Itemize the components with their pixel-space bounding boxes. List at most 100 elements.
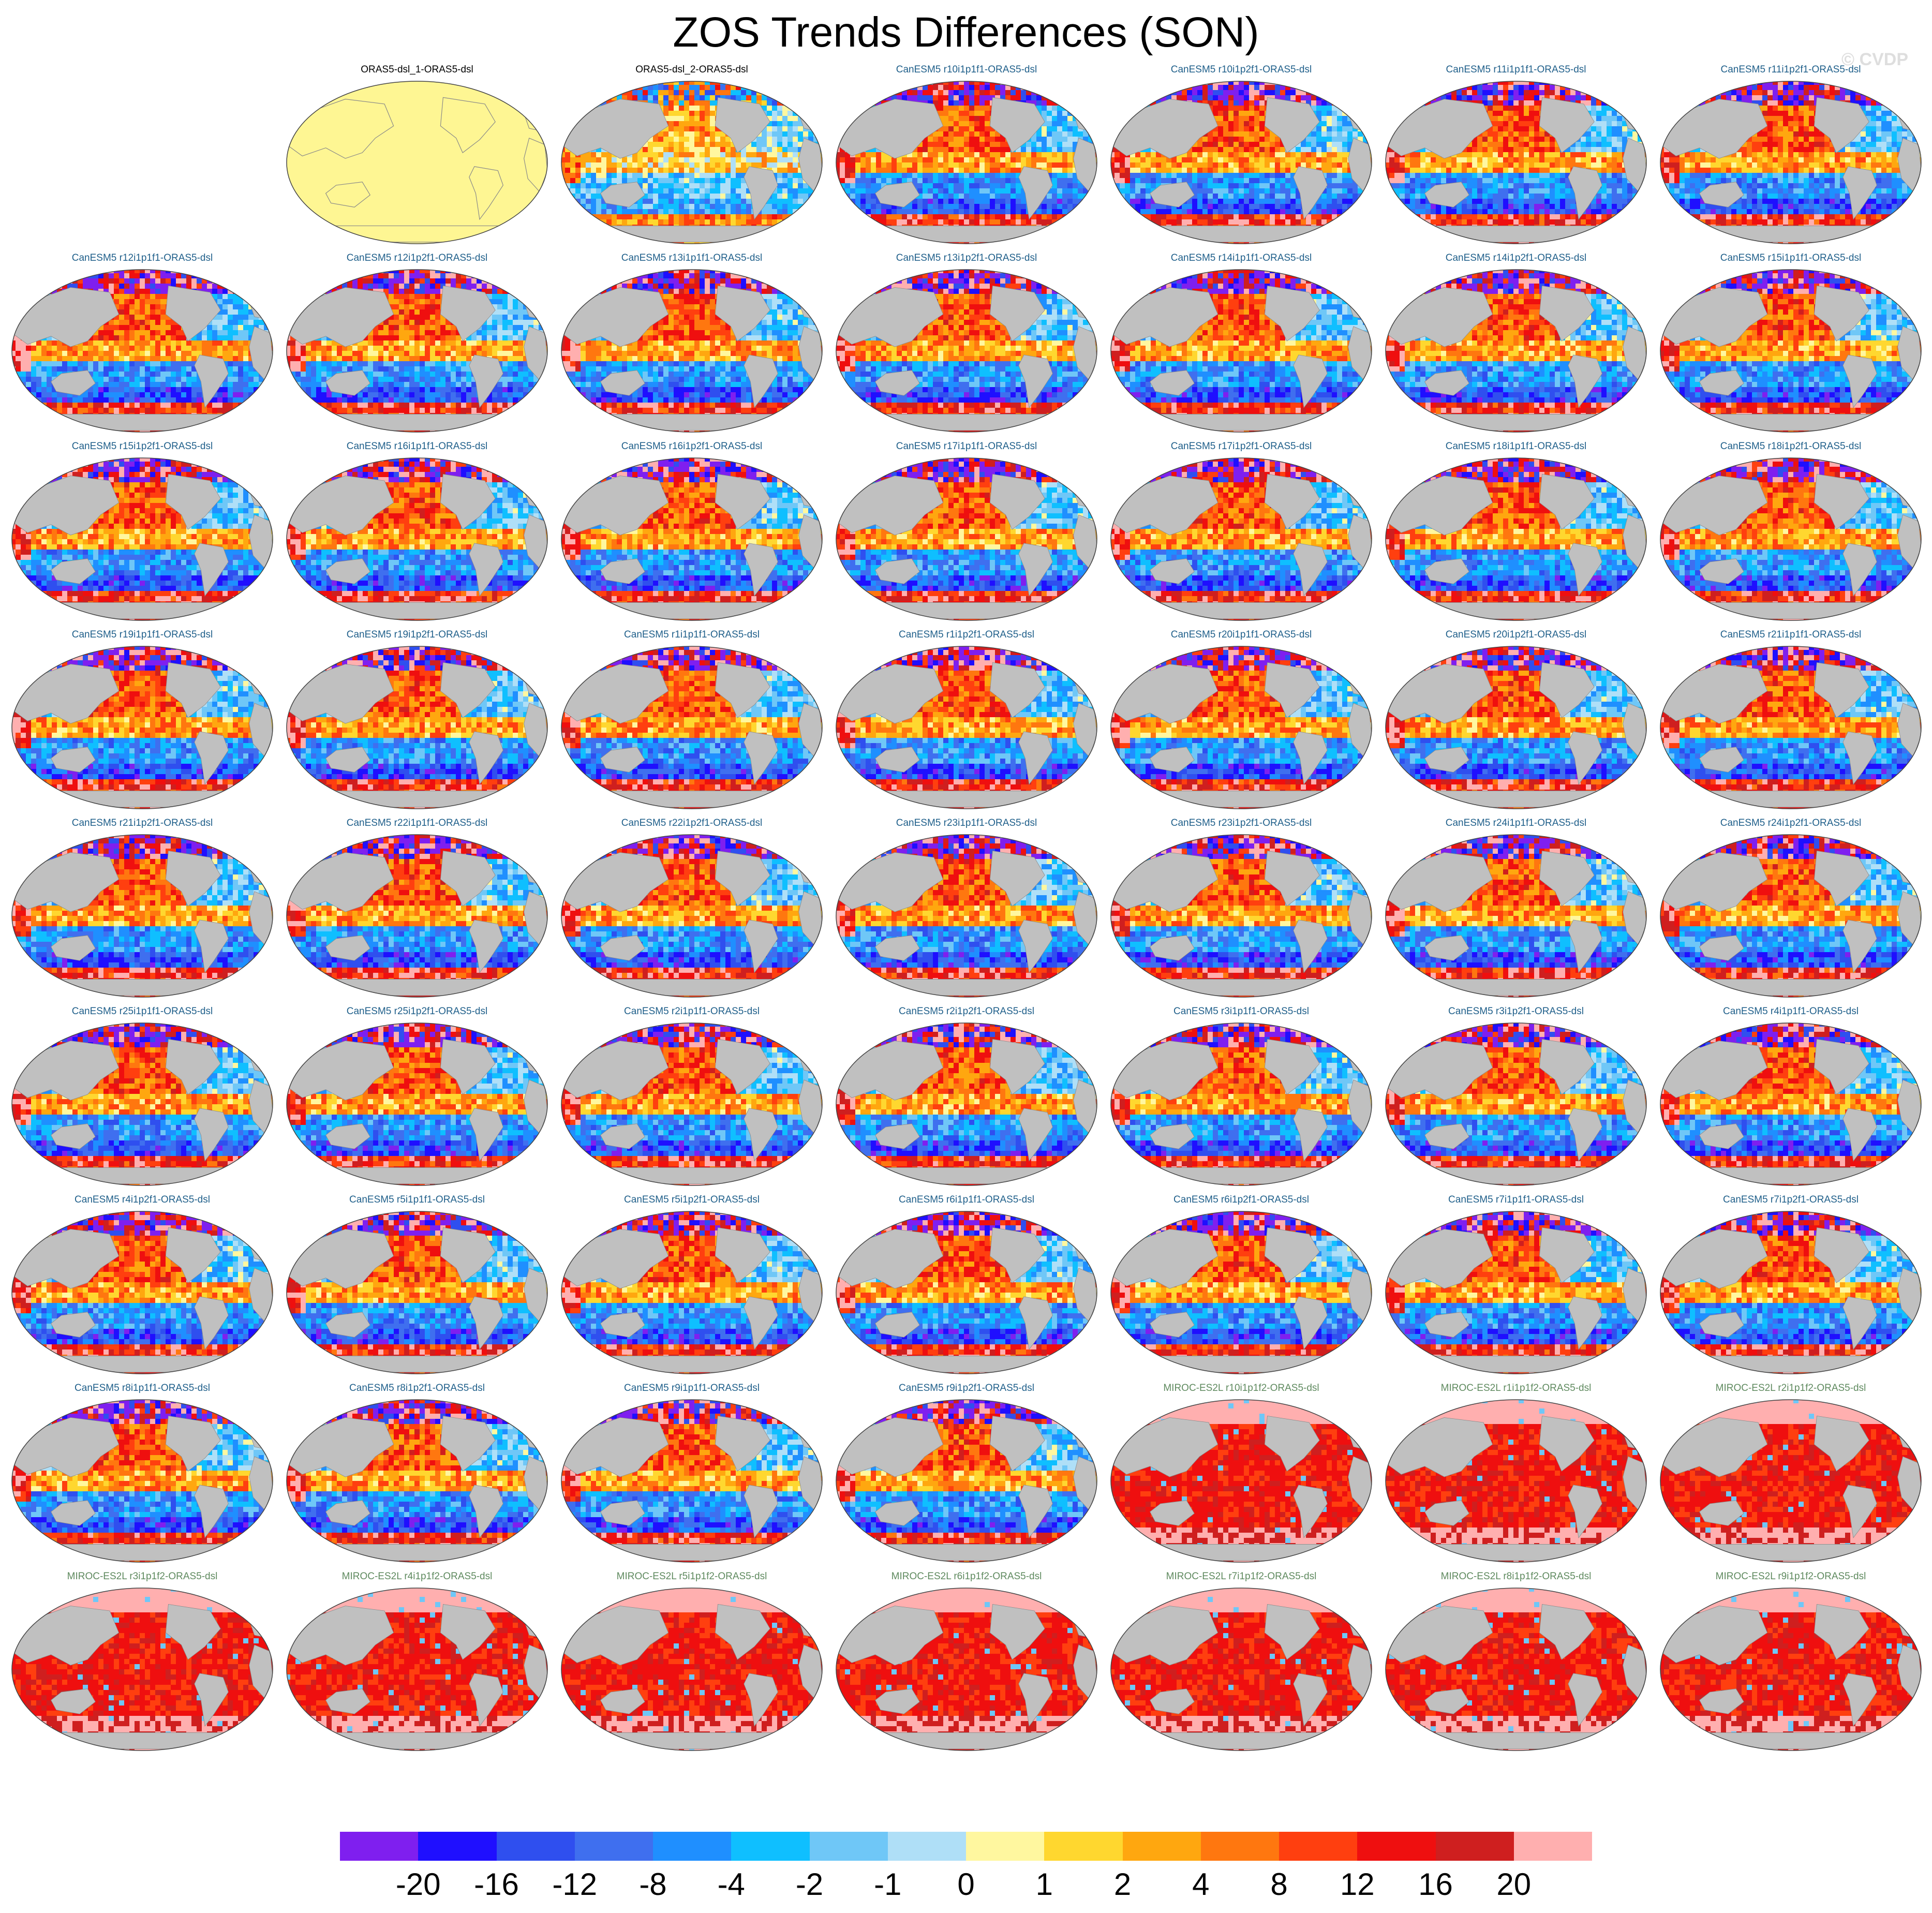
map-panel: CanESM5 r9i1p2f1-ORAS5-dsl xyxy=(829,1380,1104,1568)
panel-title: CanESM5 r4i1p2f1-ORAS5-dsl xyxy=(5,1194,279,1206)
panel-title: MIROC-ES2L r1i1p1f2-ORAS5-dsl xyxy=(1379,1383,1653,1394)
panel-title: CanESM5 r2i1p1f1-ORAS5-dsl xyxy=(555,1006,829,1017)
map-plot xyxy=(285,1398,549,1564)
map-panel: CanESM5 r3i1p1f1-ORAS5-dsl xyxy=(1104,1003,1378,1191)
land-mass xyxy=(1411,226,1620,242)
colorbar-tick-label: -2 xyxy=(796,1866,823,1902)
land-mass xyxy=(313,1167,521,1183)
land-mass xyxy=(313,791,521,807)
map-panel: CanESM5 r13i1p1f1-ORAS5-dsl xyxy=(555,249,829,438)
panel-title: CanESM5 r24i1p2f1-ORAS5-dsl xyxy=(1654,818,1928,829)
colorbar-tick-label: 2 xyxy=(1114,1866,1131,1902)
map-panel: CanESM5 r24i1p1f1-ORAS5-dsl xyxy=(1379,814,1653,1003)
map-panel: CanESM5 r12i1p2f1-ORAS5-dsl xyxy=(280,249,554,438)
panel-title: CanESM5 r7i1p2f1-ORAS5-dsl xyxy=(1654,1194,1928,1206)
map-plot xyxy=(560,80,824,245)
map-plot xyxy=(1659,268,1923,434)
land-mass xyxy=(1686,414,1895,430)
land-mass xyxy=(862,414,1071,430)
land-mass xyxy=(587,1167,796,1183)
panel-title: MIROC-ES2L r5i1p1f2-ORAS5-dsl xyxy=(555,1571,829,1582)
map-panel: CanESM5 r8i1p1f1-ORAS5-dsl xyxy=(5,1380,279,1568)
map-panel: CanESM5 r18i1p2f1-ORAS5-dsl xyxy=(1654,438,1928,626)
map-plot xyxy=(560,1398,824,1564)
map-plot xyxy=(285,1210,549,1375)
colorbar-swatch xyxy=(1357,1832,1435,1861)
map-plot xyxy=(1109,456,1373,622)
land-mass xyxy=(38,1167,246,1183)
panel-title: CanESM5 r10i1p2f1-ORAS5-dsl xyxy=(1104,64,1378,76)
panel-title: CanESM5 r5i1p1f1-ORAS5-dsl xyxy=(280,1194,554,1206)
map-plot xyxy=(1659,80,1923,245)
ocean-field xyxy=(285,80,549,245)
land-mass xyxy=(1686,226,1895,242)
map-panel: CanESM5 r25i1p2f1-ORAS5-dsl xyxy=(280,1003,554,1191)
land-mass xyxy=(1686,1544,1895,1560)
panel-title: MIROC-ES2L r3i1p1f2-ORAS5-dsl xyxy=(5,1571,279,1582)
colorbar-tick-label: -4 xyxy=(718,1866,745,1902)
colorbar-swatch xyxy=(497,1832,575,1861)
colorbar-swatch xyxy=(966,1832,1044,1861)
land-mass xyxy=(862,1167,1071,1183)
map-panel: CanESM5 r7i1p2f1-ORAS5-dsl xyxy=(1654,1191,1928,1380)
land-mass xyxy=(1137,1167,1345,1183)
land-mass xyxy=(38,1732,246,1748)
map-panel: MIROC-ES2L r2i1p1f2-ORAS5-dsl xyxy=(1654,1380,1928,1568)
map-panel: CanESM5 r2i1p2f1-ORAS5-dsl xyxy=(829,1003,1104,1191)
colorbar-tick-label: 12 xyxy=(1340,1866,1375,1902)
map-panel: CanESM5 r4i1p1f1-ORAS5-dsl xyxy=(1654,1003,1928,1191)
land-mass xyxy=(1137,226,1345,242)
land-mass xyxy=(587,602,796,618)
land-mass xyxy=(1137,1544,1345,1560)
map-plot xyxy=(1384,268,1648,434)
map-plot xyxy=(835,456,1098,622)
panel-title: CanESM5 r18i1p1f1-ORAS5-dsl xyxy=(1379,441,1653,452)
map-panel: CanESM5 r10i1p2f1-ORAS5-dsl xyxy=(1104,61,1378,249)
land-mass xyxy=(1686,602,1895,618)
map-plot xyxy=(1384,833,1648,999)
colorbar-swatch xyxy=(1514,1832,1592,1861)
panel-title: CanESM5 r4i1p1f1-ORAS5-dsl xyxy=(1654,1006,1928,1017)
land-mass xyxy=(38,791,246,807)
panel-title: CanESM5 r17i1p1f1-ORAS5-dsl xyxy=(829,441,1104,452)
map-panel: CanESM5 r16i1p1f1-ORAS5-dsl xyxy=(280,438,554,626)
land-mass xyxy=(862,1732,1071,1748)
map-panel: CanESM5 r23i1p2f1-ORAS5-dsl xyxy=(1104,814,1378,1003)
map-plot xyxy=(10,268,274,434)
land-mass xyxy=(1686,791,1895,807)
colorbar-swatch xyxy=(1201,1832,1279,1861)
panel-title: MIROC-ES2L r6i1p1f2-ORAS5-dsl xyxy=(829,1571,1104,1582)
map-plot xyxy=(1659,1398,1923,1564)
map-plot xyxy=(835,268,1098,434)
panel-title: CanESM5 r23i1p1f1-ORAS5-dsl xyxy=(829,818,1104,829)
land-mass xyxy=(1137,979,1345,995)
map-panel: CanESM5 r15i1p2f1-ORAS5-dsl xyxy=(5,438,279,626)
colorbar-tick-label: 0 xyxy=(957,1866,974,1902)
land-mass xyxy=(313,414,521,430)
panel-title: CanESM5 r7i1p1f1-ORAS5-dsl xyxy=(1379,1194,1653,1206)
map-panel: MIROC-ES2L r6i1p1f2-ORAS5-dsl xyxy=(829,1568,1104,1756)
map-plot xyxy=(285,456,549,622)
map-panel: CanESM5 r22i1p1f1-ORAS5-dsl xyxy=(280,814,554,1003)
land-mass xyxy=(1411,1732,1620,1748)
map-plot xyxy=(1109,80,1373,245)
map-panel: CanESM5 r21i1p2f1-ORAS5-dsl xyxy=(5,814,279,1003)
panel-title: CanESM5 r1i1p1f1-ORAS5-dsl xyxy=(555,629,829,641)
panel-title: CanESM5 r16i1p1f1-ORAS5-dsl xyxy=(280,441,554,452)
map-panel: ORAS5-dsl_1-ORAS5-dsl xyxy=(280,61,554,249)
map-panel: CanESM5 r8i1p2f1-ORAS5-dsl xyxy=(280,1380,554,1568)
map-plot xyxy=(835,1210,1098,1375)
panel-title: MIROC-ES2L r9i1p1f2-ORAS5-dsl xyxy=(1654,1571,1928,1582)
map-plot xyxy=(835,1398,1098,1564)
map-plot xyxy=(10,1210,274,1375)
colorbar-swatch xyxy=(575,1832,653,1861)
land-mass xyxy=(313,226,521,242)
map-panel: CanESM5 r11i1p1f1-ORAS5-dsl xyxy=(1379,61,1653,249)
land-mass xyxy=(587,226,796,242)
panel-title: CanESM5 r9i1p1f1-ORAS5-dsl xyxy=(555,1383,829,1394)
colorbar xyxy=(340,1832,1592,1861)
map-plot xyxy=(1109,1210,1373,1375)
land-mass xyxy=(313,602,521,618)
map-panel: CanESM5 r24i1p2f1-ORAS5-dsl xyxy=(1654,814,1928,1003)
map-panel: MIROC-ES2L r3i1p1f2-ORAS5-dsl xyxy=(5,1568,279,1756)
